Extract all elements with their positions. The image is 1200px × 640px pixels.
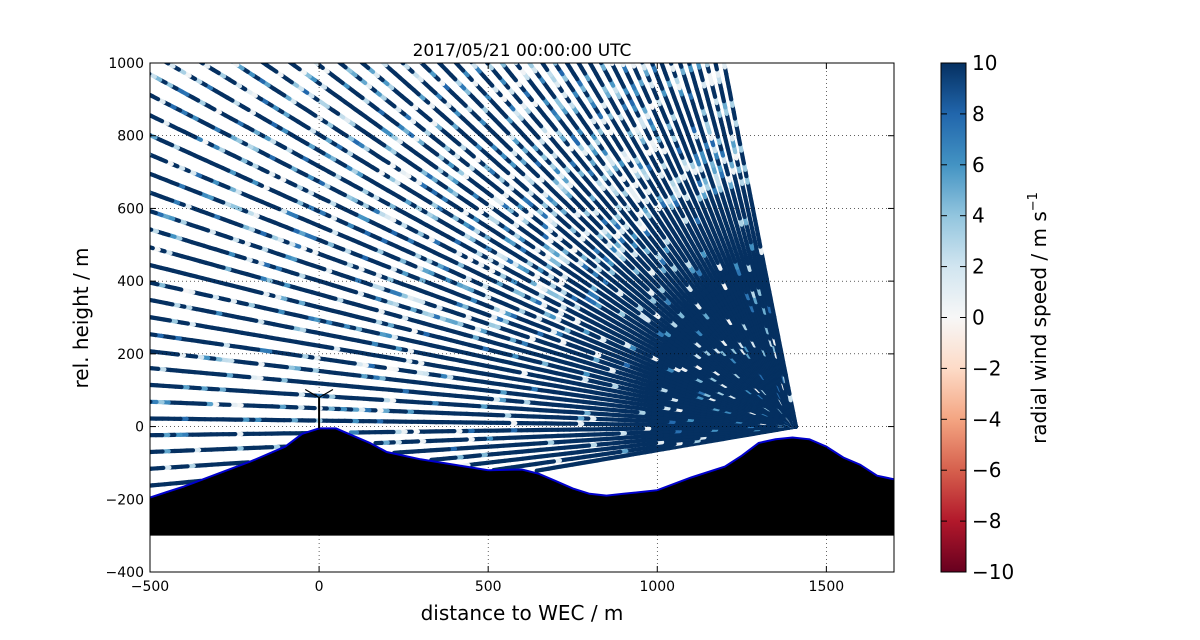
beam-segment — [149, 300, 155, 301]
beam-segment — [455, 61, 459, 66]
beam-segment — [438, 61, 443, 66]
beam-segment — [144, 71, 149, 74]
beam-segment — [143, 152, 149, 154]
beam-segment — [256, 58, 261, 62]
beam-segment — [227, 58, 232, 61]
beam-segment — [148, 351, 154, 352]
beam-segment — [631, 61, 634, 67]
beam-segment — [528, 61, 532, 66]
beam-segment — [143, 190, 149, 192]
beam-segment — [144, 133, 150, 136]
beam-segment — [308, 57, 313, 61]
lidar-beams — [143, 56, 796, 486]
beam-segment — [431, 459, 437, 460]
beam-segment — [192, 57, 197, 60]
beam-segment — [313, 60, 318, 64]
beam-segment — [144, 209, 150, 211]
beam-segment — [285, 58, 290, 62]
data-layer — [143, 56, 894, 536]
beam-segment — [144, 333, 150, 334]
beam-segment — [376, 57, 381, 61]
beam-segment — [537, 470, 543, 471]
beam-segment — [157, 57, 162, 60]
beam-segment — [146, 485, 152, 486]
beam-segment — [146, 317, 152, 318]
beam-segment — [146, 282, 152, 283]
beam-segment — [146, 368, 152, 369]
beam-segment — [354, 56, 359, 60]
